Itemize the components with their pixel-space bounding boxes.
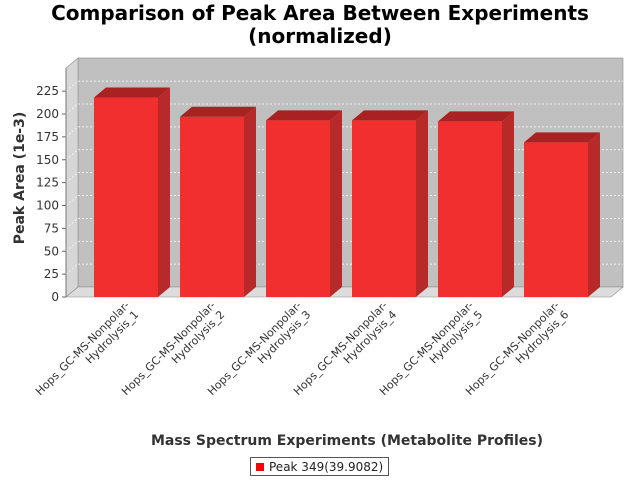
bar xyxy=(94,87,170,297)
bar-top xyxy=(438,111,514,122)
y-tick-label: 175 xyxy=(36,130,59,144)
y-tick-label: 200 xyxy=(36,107,59,121)
bar-front xyxy=(266,120,330,297)
y-axis-title: Peak Area (1e-3) xyxy=(12,112,28,245)
bar-top xyxy=(94,87,170,98)
grid-line-wall xyxy=(65,80,79,92)
grid-line-wall xyxy=(65,218,79,229)
grid-line-wall xyxy=(65,195,79,206)
bar-side xyxy=(330,110,342,297)
bar-side xyxy=(416,110,428,297)
legend-label: Peak 349(39.9082) xyxy=(269,459,384,474)
legend: Peak 349(39.9082) xyxy=(250,457,390,476)
bars xyxy=(94,87,600,298)
bar-top xyxy=(352,110,428,121)
bar-side xyxy=(158,87,170,297)
y-tick-label: 150 xyxy=(36,153,59,167)
plot-left-wall xyxy=(65,57,79,298)
bar-front xyxy=(352,120,416,297)
chart-title-line-2: (normalized) xyxy=(248,24,392,48)
bar-top xyxy=(266,110,342,121)
y-tick-label: 50 xyxy=(44,244,59,258)
y-tick-label: 225 xyxy=(36,84,59,98)
y-tick-label: 25 xyxy=(44,267,59,281)
grid-line-wall xyxy=(65,172,79,183)
x-tick-labels: Hops_GC-MS-Nonpolar-Hydrolysis_1Hops_GC-… xyxy=(33,299,571,398)
y-tick-label: 75 xyxy=(44,221,59,235)
bar-front xyxy=(94,97,158,297)
y-tick-label: 100 xyxy=(36,199,59,213)
y-axis: 0 25 50 75 100 125 150 175 200 225 xyxy=(36,68,67,304)
chart-title: Comparison of Peak Area Between Experime… xyxy=(0,2,640,48)
bar-side xyxy=(588,132,600,297)
grid-line-wall xyxy=(65,126,79,138)
y-tick-label: 0 xyxy=(51,290,59,304)
chart-title-line-1: Comparison of Peak Area Between Experime… xyxy=(51,1,589,25)
grid-lines xyxy=(65,80,623,275)
bar xyxy=(438,111,514,297)
bar xyxy=(524,132,600,297)
legend-swatch xyxy=(256,462,264,471)
bar-top xyxy=(180,106,256,117)
grid-line-wall xyxy=(65,263,79,275)
grid-line-wall xyxy=(65,149,79,161)
grid-line-wall xyxy=(65,103,79,115)
bar xyxy=(266,110,342,297)
bar-front xyxy=(180,116,244,298)
bar-front xyxy=(438,121,502,297)
y-tick-label: 125 xyxy=(36,176,59,190)
bar xyxy=(352,110,428,297)
bar-side xyxy=(244,106,256,298)
bar-side xyxy=(502,111,514,297)
bar-front xyxy=(524,142,588,297)
bar xyxy=(180,106,256,298)
bar-top xyxy=(524,132,600,143)
x-axis-title: Mass Spectrum Experiments (Metabolite Pr… xyxy=(151,433,543,449)
grid-line-wall xyxy=(65,240,79,252)
